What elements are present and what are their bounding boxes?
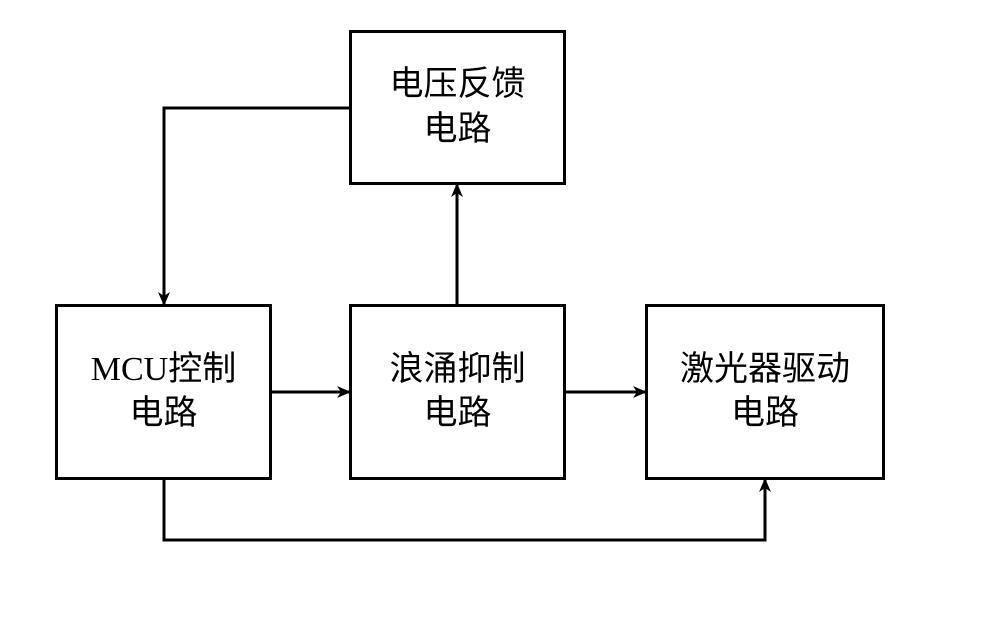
voltage-feedback-label-2: 电路 [424,108,492,152]
surge-suppression-label-2: 电路 [424,392,492,436]
mcu-control-box: MCU控制 电路 [55,304,272,480]
surge-suppression-label-1: 浪涌抑制 [390,348,526,392]
mcu-control-label-1: MCU控制 [91,348,236,392]
laser-driver-label-1: 激光器驱动 [680,348,850,392]
voltage-feedback-label-1: 电压反馈 [390,63,526,107]
mcu-control-label-2: 电路 [130,392,198,436]
arrow-mcu-to-laser [164,480,765,540]
laser-driver-box: 激光器驱动 电路 [645,304,885,480]
surge-suppression-box: 浪涌抑制 电路 [349,304,566,480]
voltage-feedback-box: 电压反馈 电路 [349,30,566,185]
arrow-voltage-to-mcu [164,108,349,304]
laser-driver-label-2: 电路 [731,392,799,436]
